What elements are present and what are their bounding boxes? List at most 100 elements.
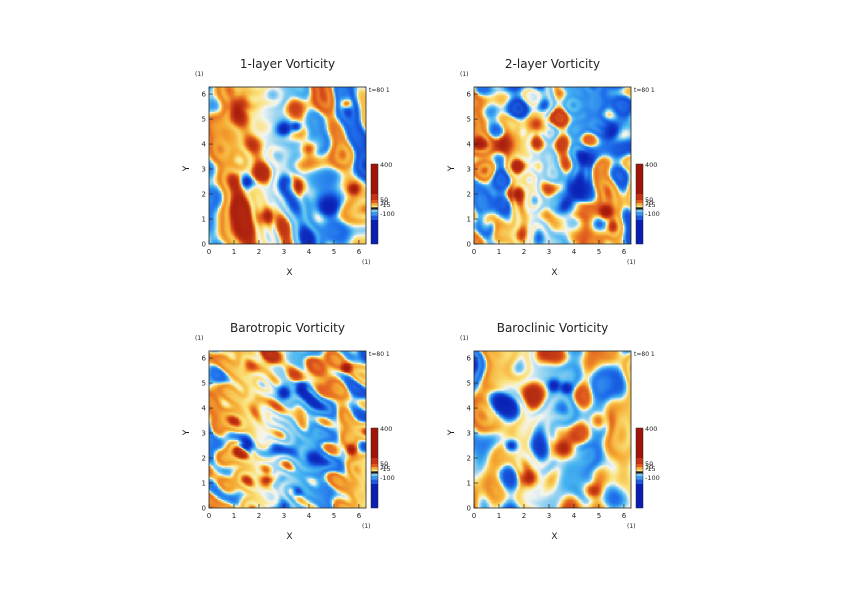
y-tick-label: 2 <box>202 191 206 199</box>
time-label: t=80 1 <box>634 87 655 94</box>
y-unit-label: (1) <box>195 335 204 342</box>
colorbar-segment <box>371 205 378 208</box>
colorbar-segment <box>636 479 643 484</box>
colorbar-segment <box>371 164 378 195</box>
panel-title: 2-layer Vorticity <box>505 57 600 71</box>
x-tick-label: 5 <box>332 248 336 256</box>
colorbar-segment <box>636 458 643 464</box>
y-axis-label: Y <box>447 165 457 172</box>
colorbar-segment <box>636 476 643 480</box>
colorbar-label: 400 <box>380 161 392 169</box>
plot-frame <box>473 86 632 245</box>
colorbar-label: -15 <box>645 201 656 209</box>
y-axis-label: Y <box>182 429 192 436</box>
x-tick-label: 1 <box>232 248 236 256</box>
colorbar-frame <box>635 427 644 509</box>
vorticity-field <box>209 87 366 244</box>
y-unit-label: (1) <box>460 335 469 342</box>
colorbar-segment <box>371 215 378 220</box>
colorbar-frame <box>370 427 379 509</box>
colorbar-segment <box>371 469 378 472</box>
x-tick-label: 3 <box>282 248 286 256</box>
panel-title: 1-layer Vorticity <box>240 57 335 71</box>
y-tick-label: 2 <box>202 455 206 463</box>
x-tick-label: 1 <box>497 248 501 256</box>
colorbar-segment <box>636 484 643 508</box>
x-axis-label: X <box>551 268 557 278</box>
y-tick-label: 0 <box>202 241 206 249</box>
y-tick-label: 6 <box>467 355 472 363</box>
colorbar-segment <box>371 458 378 464</box>
x-unit-label: (1) <box>362 259 371 266</box>
x-tick-label: 6 <box>622 512 627 520</box>
y-tick-label: 1 <box>467 216 471 224</box>
time-label: t=80 1 <box>369 87 390 94</box>
x-tick-label: 5 <box>597 512 601 520</box>
plot-frame <box>208 86 367 245</box>
y-tick-label: 1 <box>202 216 206 224</box>
x-tick-label: 6 <box>357 248 362 256</box>
y-tick-label: 1 <box>202 480 206 488</box>
y-axis-label: Y <box>447 429 457 436</box>
plot-frame <box>473 350 632 509</box>
colorbar-segment <box>636 467 643 470</box>
x-axis-label: X <box>286 268 292 278</box>
colorbar-label: 10 <box>645 463 653 471</box>
colorbar-segment <box>636 205 643 208</box>
colorbar-label: -15 <box>380 465 391 473</box>
x-tick-label: 2 <box>522 248 526 256</box>
colorbar-segment <box>636 215 643 220</box>
x-tick-label: 0 <box>207 512 211 520</box>
colorbar-segment <box>636 220 643 244</box>
colorbar-segment <box>636 207 643 210</box>
x-tick-label: 1 <box>232 512 236 520</box>
colorbar-segment <box>371 209 378 212</box>
colorbar-segment <box>371 207 378 210</box>
y-tick-label: 3 <box>467 166 471 174</box>
y-tick-label: 3 <box>467 430 471 438</box>
colorbar-segment <box>636 209 643 212</box>
colorbar-segment <box>636 194 643 200</box>
panel-title: Baroclinic Vorticity <box>497 321 609 335</box>
y-tick-label: 4 <box>467 405 472 413</box>
x-tick-label: 3 <box>547 248 551 256</box>
y-tick-label: 5 <box>202 380 206 388</box>
colorbar-segment <box>636 200 643 204</box>
plot-frame <box>208 350 367 509</box>
x-tick-label: 0 <box>472 248 476 256</box>
y-tick-label: 3 <box>202 430 206 438</box>
x-axis-label: X <box>551 532 557 542</box>
y-unit-label: (1) <box>460 71 469 78</box>
colorbar-segment <box>371 484 378 508</box>
panel-title: Barotropic Vorticity <box>230 321 345 335</box>
colorbar-label: 10 <box>380 199 388 207</box>
x-tick-label: 2 <box>257 248 261 256</box>
colorbar-label: 10 <box>380 463 388 471</box>
y-tick-label: 6 <box>202 91 207 99</box>
x-tick-label: 3 <box>282 512 286 520</box>
y-tick-label: 5 <box>467 380 471 388</box>
y-tick-label: 4 <box>202 405 207 413</box>
colorbar-segment <box>371 467 378 470</box>
colorbar-label: 50 <box>645 196 653 204</box>
colorbar-segment <box>636 471 643 474</box>
colorbar-segment <box>636 203 643 206</box>
vorticity-field <box>474 87 631 244</box>
vorticity-panel-4: Baroclinic Vorticity 0 1 2 3 4 5 6 0 1 2 3 4 5 6 X Y (1) (… <box>447 321 660 542</box>
colorbar-label: -100 <box>645 474 660 482</box>
x-tick-label: 6 <box>622 248 627 256</box>
colorbar-label: -100 <box>645 210 660 218</box>
x-tick-label: 5 <box>597 248 601 256</box>
y-tick-label: 4 <box>467 141 472 149</box>
time-label: t=80 1 <box>369 351 390 358</box>
x-tick-label: 5 <box>332 512 336 520</box>
vorticity-panel-3: Barotropic Vorticity 0 1 2 3 4 5 6 0 1 2 3 4 5 6 X Y (1) (… <box>182 321 395 542</box>
colorbar-segment <box>636 428 643 459</box>
colorbar-segment <box>636 164 643 195</box>
colorbar-frame <box>370 163 379 245</box>
x-tick-label: 2 <box>257 512 261 520</box>
vorticity-panel-2: 2-layer Vorticity 0 1 2 3 4 5 6 0 1 2 3 4 5 6 X Y (1) (1) t… <box>447 57 660 278</box>
y-tick-label: 5 <box>202 116 206 124</box>
